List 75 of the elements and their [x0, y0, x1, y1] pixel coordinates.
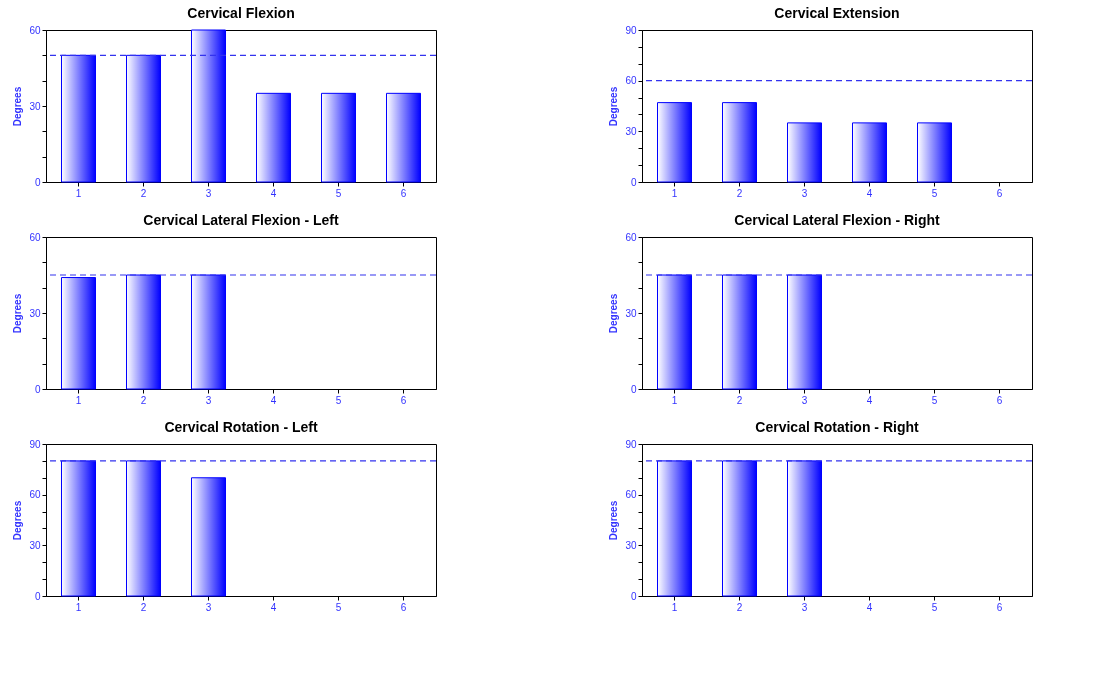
bar — [386, 92, 421, 183]
y-tick-label: 0 — [630, 590, 637, 602]
x-tick-label: 1 — [75, 601, 82, 613]
y-tick-label: 0 — [630, 176, 637, 188]
x-tick-label: 6 — [400, 187, 407, 199]
x-tick-label: 2 — [140, 394, 147, 406]
x-tick-label: 3 — [205, 394, 212, 406]
y-tick-label: 0 — [630, 383, 637, 395]
x-tick-label: 4 — [270, 394, 277, 406]
chart-title: Cervical Flexion — [187, 5, 295, 21]
y-tick-label: 60 — [29, 489, 41, 501]
x-tick-label: 5 — [335, 601, 342, 613]
y-axis-title: Degrees — [12, 86, 24, 127]
x-tick-label: 1 — [75, 187, 82, 199]
x-tick-label: 3 — [205, 187, 212, 199]
y-tick-label: 30 — [625, 539, 637, 551]
bar — [126, 54, 161, 183]
x-tick-label: 4 — [270, 187, 277, 199]
y-tick-label: 30 — [29, 100, 41, 112]
y-tick-label: 0 — [34, 383, 41, 395]
x-tick-label: 1 — [671, 601, 678, 613]
x-tick-label: 4 — [866, 394, 873, 406]
bar — [191, 29, 226, 183]
y-tick-label: 90 — [625, 24, 637, 36]
bar — [61, 54, 96, 183]
y-tick-label: 90 — [625, 438, 637, 450]
x-tick-label: 4 — [866, 187, 873, 199]
x-tick-label: 4 — [270, 601, 277, 613]
y-tick-label: 30 — [625, 125, 637, 137]
x-tick-label: 2 — [140, 601, 147, 613]
x-tick-label: 2 — [736, 601, 743, 613]
chart-title: Cervical Rotation - Right — [755, 419, 919, 435]
x-tick-label: 3 — [801, 187, 808, 199]
x-tick-label: 6 — [996, 187, 1003, 199]
bar — [321, 92, 356, 183]
x-tick-label: 6 — [400, 601, 407, 613]
y-tick-label: 60 — [625, 489, 637, 501]
y-axis-title: Degrees — [12, 500, 24, 541]
x-tick-label: 5 — [931, 187, 938, 199]
y-axis-title: Degrees — [12, 293, 24, 334]
y-tick-label: 30 — [29, 307, 41, 319]
y-tick-label: 0 — [34, 590, 41, 602]
y-tick-label: 60 — [625, 75, 637, 87]
x-tick-label: 5 — [335, 394, 342, 406]
x-tick-label: 3 — [801, 394, 808, 406]
x-tick-label: 6 — [400, 394, 407, 406]
x-tick-label: 6 — [996, 394, 1003, 406]
x-tick-label: 2 — [736, 187, 743, 199]
x-tick-label: 2 — [736, 394, 743, 406]
x-tick-label: 3 — [205, 601, 212, 613]
y-tick-label: 60 — [29, 24, 41, 36]
y-tick-label: 0 — [34, 176, 41, 188]
y-axis-title: Degrees — [608, 293, 620, 334]
chart-title: Cervical Rotation - Left — [164, 419, 318, 435]
chart-title: Cervical Extension — [774, 5, 900, 21]
y-tick-label: 90 — [29, 438, 41, 450]
x-tick-label: 2 — [140, 187, 147, 199]
x-tick-label: 5 — [931, 394, 938, 406]
x-tick-label: 6 — [996, 601, 1003, 613]
y-tick-label: 60 — [625, 231, 637, 243]
x-tick-label: 1 — [75, 394, 82, 406]
y-tick-label: 30 — [29, 539, 41, 551]
bar — [256, 92, 291, 183]
x-tick-label: 1 — [671, 394, 678, 406]
x-tick-label: 4 — [866, 601, 873, 613]
y-axis-title: Degrees — [608, 500, 620, 541]
x-tick-label: 1 — [671, 187, 678, 199]
y-tick-label: 30 — [625, 307, 637, 319]
chart-title: Cervical Lateral Flexion - Left — [143, 212, 339, 228]
x-tick-label: 5 — [931, 601, 938, 613]
y-tick-label: 60 — [29, 231, 41, 243]
chart-title: Cervical Lateral Flexion - Right — [734, 212, 941, 228]
x-tick-label: 3 — [801, 601, 808, 613]
x-tick-label: 5 — [335, 187, 342, 199]
y-axis-title: Degrees — [608, 86, 620, 127]
